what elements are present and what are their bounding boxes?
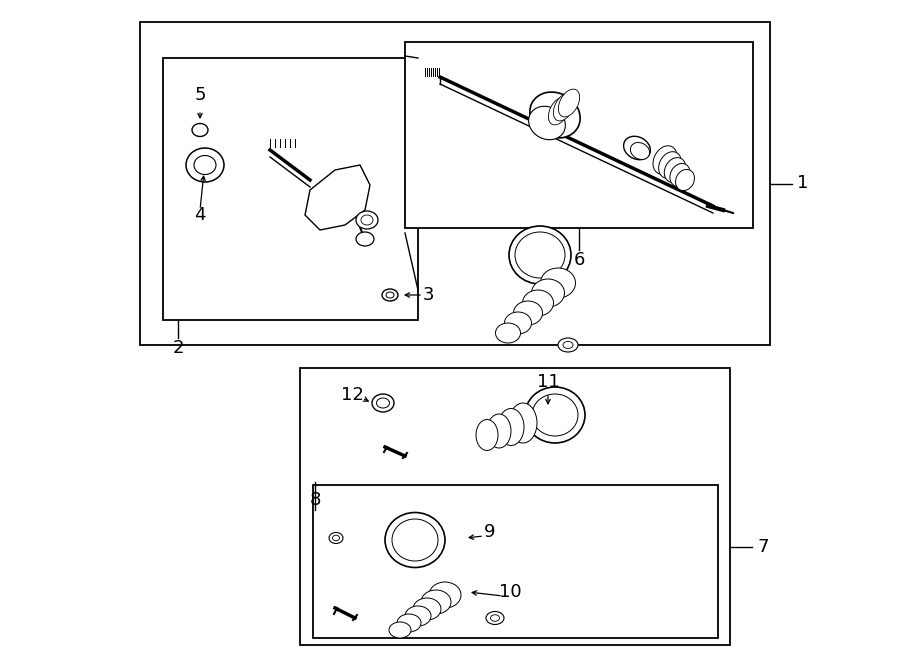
Text: 12: 12 [340, 386, 364, 404]
Ellipse shape [332, 535, 339, 541]
Ellipse shape [624, 136, 651, 160]
Ellipse shape [664, 157, 686, 182]
Text: 2: 2 [172, 339, 184, 357]
Ellipse shape [530, 92, 581, 138]
Text: 10: 10 [499, 583, 521, 601]
Ellipse shape [192, 124, 208, 137]
Ellipse shape [528, 106, 565, 139]
Ellipse shape [496, 323, 520, 343]
Ellipse shape [382, 289, 398, 301]
Ellipse shape [476, 420, 498, 451]
Bar [300, 368, 730, 645]
Ellipse shape [659, 151, 681, 178]
Ellipse shape [676, 169, 695, 190]
Ellipse shape [413, 598, 441, 620]
Bar [313, 485, 718, 638]
Ellipse shape [392, 519, 438, 561]
Ellipse shape [372, 394, 394, 412]
Text: 5: 5 [194, 86, 206, 104]
Ellipse shape [361, 215, 373, 225]
Text: 9: 9 [484, 523, 496, 541]
Text: 6: 6 [573, 251, 585, 269]
Ellipse shape [329, 533, 343, 543]
Ellipse shape [397, 614, 421, 632]
Ellipse shape [194, 155, 216, 175]
Polygon shape [305, 165, 370, 230]
Ellipse shape [558, 89, 580, 117]
Ellipse shape [558, 338, 578, 352]
Text: 8: 8 [310, 491, 320, 509]
Text: 1: 1 [797, 175, 809, 192]
Ellipse shape [548, 97, 570, 125]
Bar [163, 58, 418, 320]
Text: 11: 11 [536, 373, 560, 391]
Ellipse shape [376, 398, 390, 408]
Ellipse shape [532, 394, 578, 436]
Ellipse shape [389, 622, 411, 638]
Ellipse shape [509, 403, 537, 443]
Ellipse shape [515, 232, 565, 278]
Ellipse shape [554, 93, 574, 121]
Text: 7: 7 [757, 537, 769, 555]
Ellipse shape [653, 146, 677, 175]
Bar [405, 42, 753, 228]
Ellipse shape [541, 268, 575, 298]
Ellipse shape [670, 163, 690, 186]
Ellipse shape [385, 512, 445, 568]
Ellipse shape [386, 292, 394, 298]
Ellipse shape [486, 611, 504, 625]
Ellipse shape [630, 143, 650, 159]
Ellipse shape [356, 211, 378, 229]
Ellipse shape [525, 387, 585, 443]
Ellipse shape [498, 408, 524, 446]
Ellipse shape [509, 226, 571, 284]
Bar [140, 22, 770, 345]
Text: 4: 4 [194, 206, 206, 224]
Ellipse shape [532, 279, 564, 307]
Ellipse shape [491, 615, 500, 621]
Ellipse shape [563, 342, 573, 348]
Ellipse shape [421, 590, 451, 614]
Ellipse shape [487, 414, 511, 448]
Text: 3: 3 [422, 286, 434, 304]
Ellipse shape [523, 290, 554, 316]
Ellipse shape [505, 312, 532, 334]
Ellipse shape [356, 232, 374, 246]
Ellipse shape [186, 148, 224, 182]
Ellipse shape [405, 606, 431, 626]
Ellipse shape [429, 582, 461, 608]
Ellipse shape [514, 301, 543, 325]
